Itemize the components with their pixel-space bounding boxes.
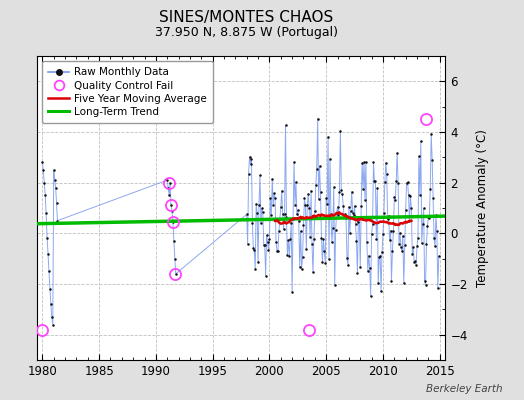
- Text: 37.950 N, 8.875 W (Portugal): 37.950 N, 8.875 W (Portugal): [155, 26, 338, 39]
- Text: Berkeley Earth: Berkeley Earth: [427, 384, 503, 394]
- Text: SINES/MONTES CHAOS: SINES/MONTES CHAOS: [159, 10, 333, 25]
- Y-axis label: Temperature Anomaly (°C): Temperature Anomaly (°C): [476, 129, 489, 287]
- Legend: Raw Monthly Data, Quality Control Fail, Five Year Moving Average, Long-Term Tren: Raw Monthly Data, Quality Control Fail, …: [42, 61, 213, 123]
